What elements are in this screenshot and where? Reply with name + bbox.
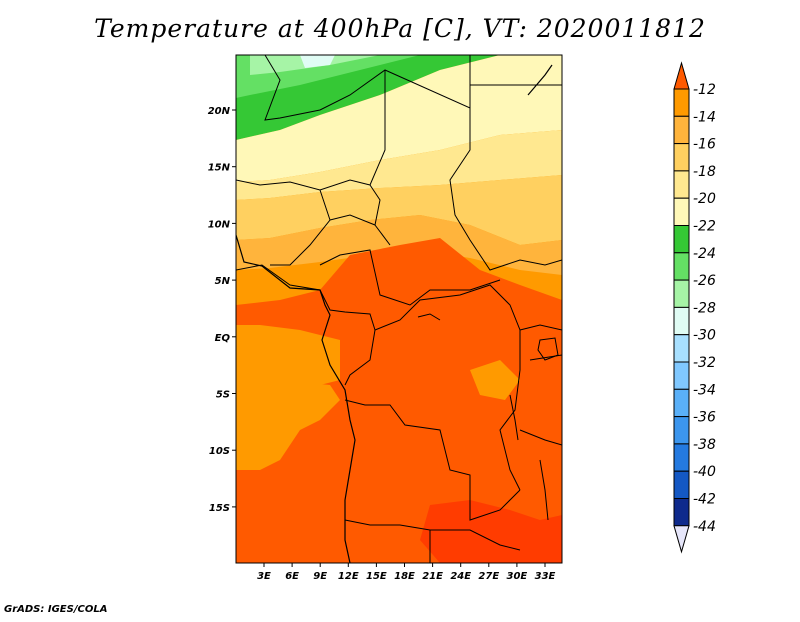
colorbar-label: -22 [693,219,716,235]
lon-tick-label: 12E [338,571,359,582]
lat-tick-label: 15S [209,503,230,514]
border-drc-angola [344,399,521,521]
colorbar-label: -28 [693,300,716,316]
field-band-22 [236,55,562,182]
colorbar-swatch [673,334,690,363]
colorbar-label: -40 [693,464,716,480]
colorbar-swatch [673,361,690,390]
lat-tick-label: EQ [215,333,231,344]
colorbar-swatch [673,470,690,500]
border-car-south [319,249,501,306]
colorbar-label: -38 [693,437,716,453]
colorbar-label: -32 [693,355,716,371]
lake-tanganyika [509,394,519,441]
colorbar-label: -42 [693,492,716,508]
colorbar-label: -14 [693,109,716,125]
colorbar-bottom-arrow [673,525,690,554]
field-band-14 [236,238,562,563]
lat-tick-label: 5S [216,390,230,401]
lakes [417,313,559,521]
border-drc-east [374,284,521,491]
lon-tick-label: 27E [478,571,499,582]
colorbar-swatch [673,388,690,418]
colorbar-swatch [673,498,690,527]
border-tanzania [519,429,562,446]
lake-malawi [539,459,549,521]
map-title: Temperature at 400hPa [C], VT: 202001181… [94,14,706,43]
lon-tick-label: 9E [313,571,327,582]
border-nigeria-west [270,189,331,266]
lake-victoria [537,337,559,361]
border-uganda [519,324,562,331]
colorbar-swatch [673,197,690,226]
temperature-field [236,55,562,563]
colorbar-swatch [673,225,690,254]
colorbar-label: -36 [693,410,716,426]
lon-tick-label: 21E [422,571,443,582]
border-chad-west [369,70,391,246]
lat-tick-label: 10S [209,446,230,457]
colorbar-label: -20 [693,191,716,207]
colorbar-swatch [673,170,690,199]
colorbar-swatch [673,143,690,172]
congo-river-marker [417,313,441,321]
lat-tick-label: 5N [215,276,231,287]
colorbar-label: -18 [693,164,716,180]
colorbar-label: -16 [693,137,716,153]
lat-tick-label: 20N [208,106,231,117]
colorbar-swatch [673,252,690,281]
field-band-16 [236,215,562,275]
lon-tick-label: 24E [450,571,471,582]
colorbar-label: -44 [693,519,716,535]
colorbar-swatch [673,416,690,445]
field-band-30 [300,55,335,68]
colorbar-top-arrow [673,61,690,90]
field-central-pocket [470,360,520,400]
lat-axis: 20N 15N 10N 5N EQ 5S 10S 15S [208,106,236,514]
border-sahel [236,179,371,191]
colorbar-label: -26 [693,273,716,289]
field-band-12 [420,500,562,563]
field-band-20 [236,130,562,200]
colorbar-swatch [673,279,690,308]
colorbar: -12 -14 -16 -18 -20 -22 -24 -26 -28 -30 -32 -34 -36 -… [673,61,716,554]
colorbar-label: -30 [693,328,716,344]
colorbar-swatch [673,115,690,145]
border-north [264,55,471,121]
coastline [236,64,553,563]
lat-tick-label: 15N [208,163,231,174]
lat-tick-label: 10N [208,219,231,230]
border-sudan [449,105,562,271]
lon-tick-label: 30E [507,571,528,582]
grads-credit: GrADS: IGES/COLA [4,604,108,615]
field-band-18 [236,175,562,245]
coastline-west [236,234,356,563]
colorbar-swatch [673,306,690,336]
lon-tick-label: 15E [366,571,387,582]
coastline-red-sea [527,64,553,96]
colorbar-label: -12 [693,82,716,98]
lon-tick-label: 18E [394,571,415,582]
border-cameroon-gabon [236,264,376,386]
map-frame [235,54,563,564]
lon-tick-label: 6E [285,571,299,582]
lon-axis: 3E 6E 9E 12E 15E 18E 21E 24E 27E 30E 33E [257,563,556,582]
field-west-pocket [236,380,340,470]
colorbar-swatch [673,88,690,117]
colorbar-label: -34 [693,382,716,398]
border-nigeria-north [329,214,376,226]
colorbar-swatch [673,443,690,472]
lon-tick-label: 3E [257,571,271,582]
colorbar-label: -24 [693,246,716,262]
lon-tick-label: 33E [535,571,556,582]
